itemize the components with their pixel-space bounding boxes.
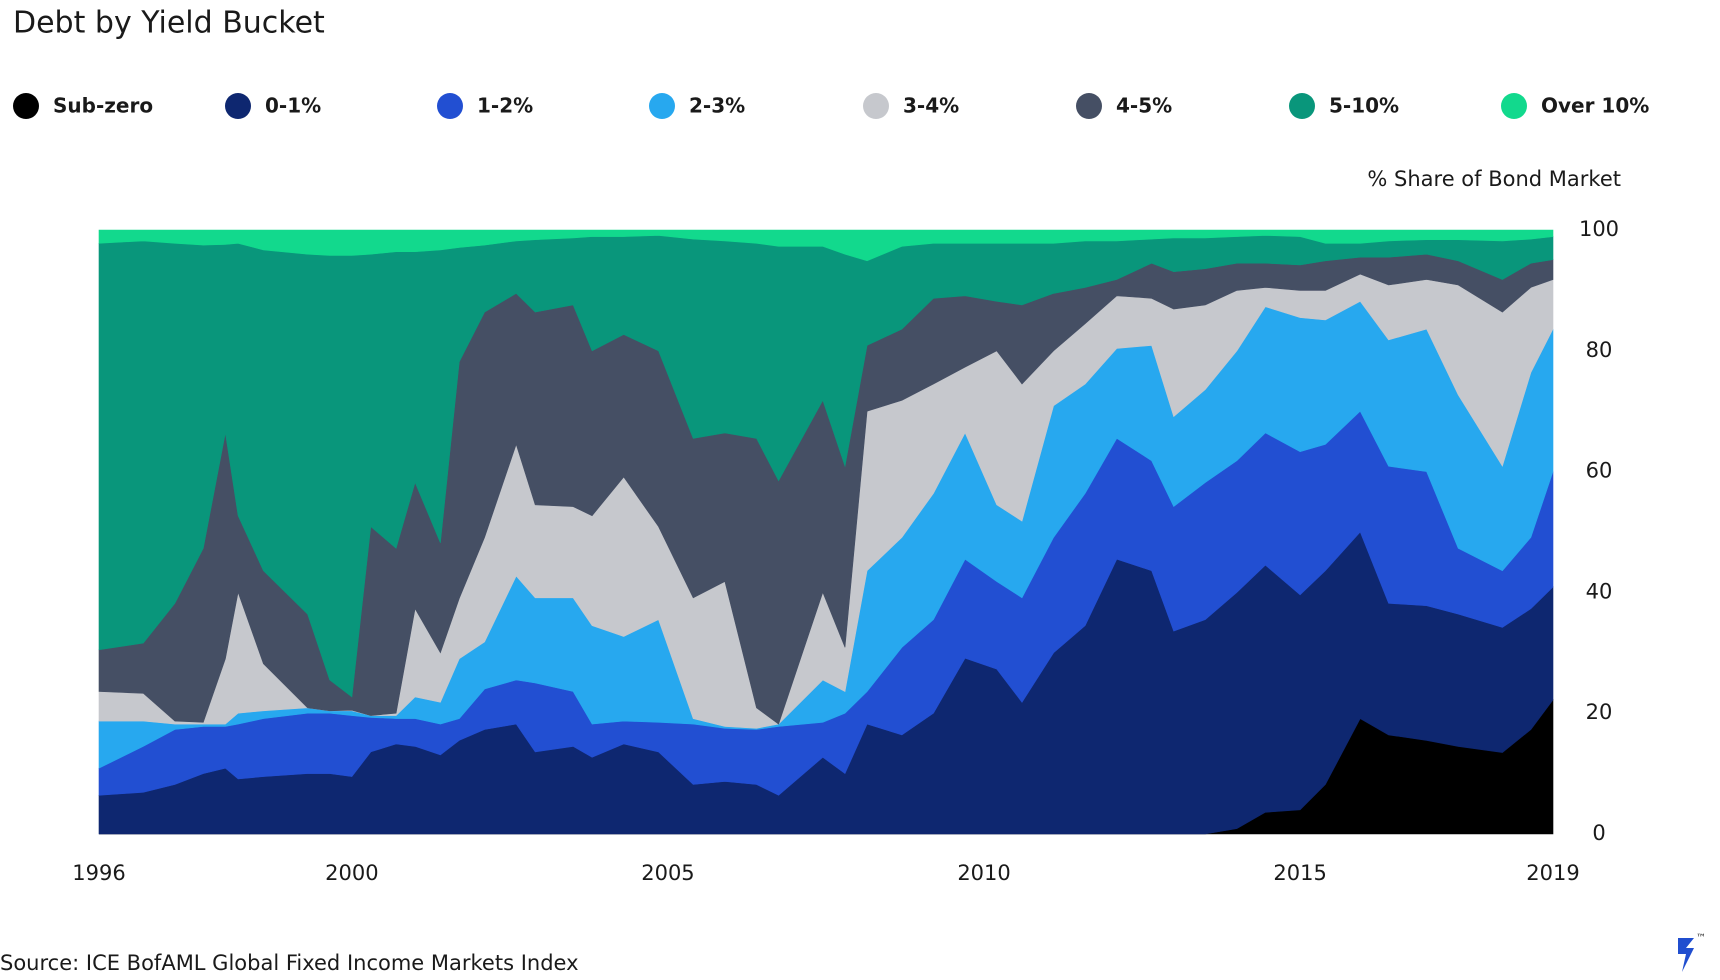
y-tick-label: 20 [1586, 700, 1613, 724]
legend-label: 0-1% [265, 94, 321, 118]
x-tick-label: 2015 [1273, 861, 1326, 885]
legend-swatch [863, 93, 889, 119]
source-note: Source: ICE BofAML Global Fixed Income M… [0, 951, 579, 975]
legend-swatch [437, 93, 463, 119]
y-tick-label: 80 [1586, 338, 1613, 362]
legend-swatch [649, 93, 675, 119]
x-tick-label: 2019 [1526, 861, 1579, 885]
x-tick-label: 2005 [641, 861, 694, 885]
plot-area [98, 229, 1554, 835]
legend-label: 1-2% [477, 94, 533, 118]
x-tick-label: 1996 [72, 861, 125, 885]
y-tick-label: 100 [1579, 217, 1619, 241]
legend-label: 5-10% [1329, 94, 1399, 118]
legend-label: 2-3% [689, 94, 745, 118]
logo-tm: ™ [1696, 933, 1706, 944]
legend-swatch [1289, 93, 1315, 119]
legend-label: 4-5% [1116, 94, 1172, 118]
logo-mark [1678, 938, 1694, 972]
x-tick-label: 2010 [957, 861, 1010, 885]
legend-swatch [1076, 93, 1102, 119]
x-tick-label: 2000 [325, 861, 378, 885]
legend-swatch [13, 93, 39, 119]
y-tick-label: 60 [1586, 459, 1613, 483]
legend-label: Sub-zero [53, 94, 153, 118]
y-axis-label: % Share of Bond Market [1367, 167, 1621, 191]
chart-title: Debt by Yield Bucket [13, 6, 325, 41]
y-tick-label: 0 [1592, 821, 1605, 845]
legend-swatch [225, 93, 251, 119]
legend-label: 3-4% [903, 94, 959, 118]
area [98, 229, 1554, 262]
y-tick-label: 40 [1586, 579, 1613, 603]
legend-label: Over 10% [1541, 94, 1649, 118]
logo: ™ [1678, 933, 1706, 972]
legend-swatch [1501, 93, 1527, 119]
